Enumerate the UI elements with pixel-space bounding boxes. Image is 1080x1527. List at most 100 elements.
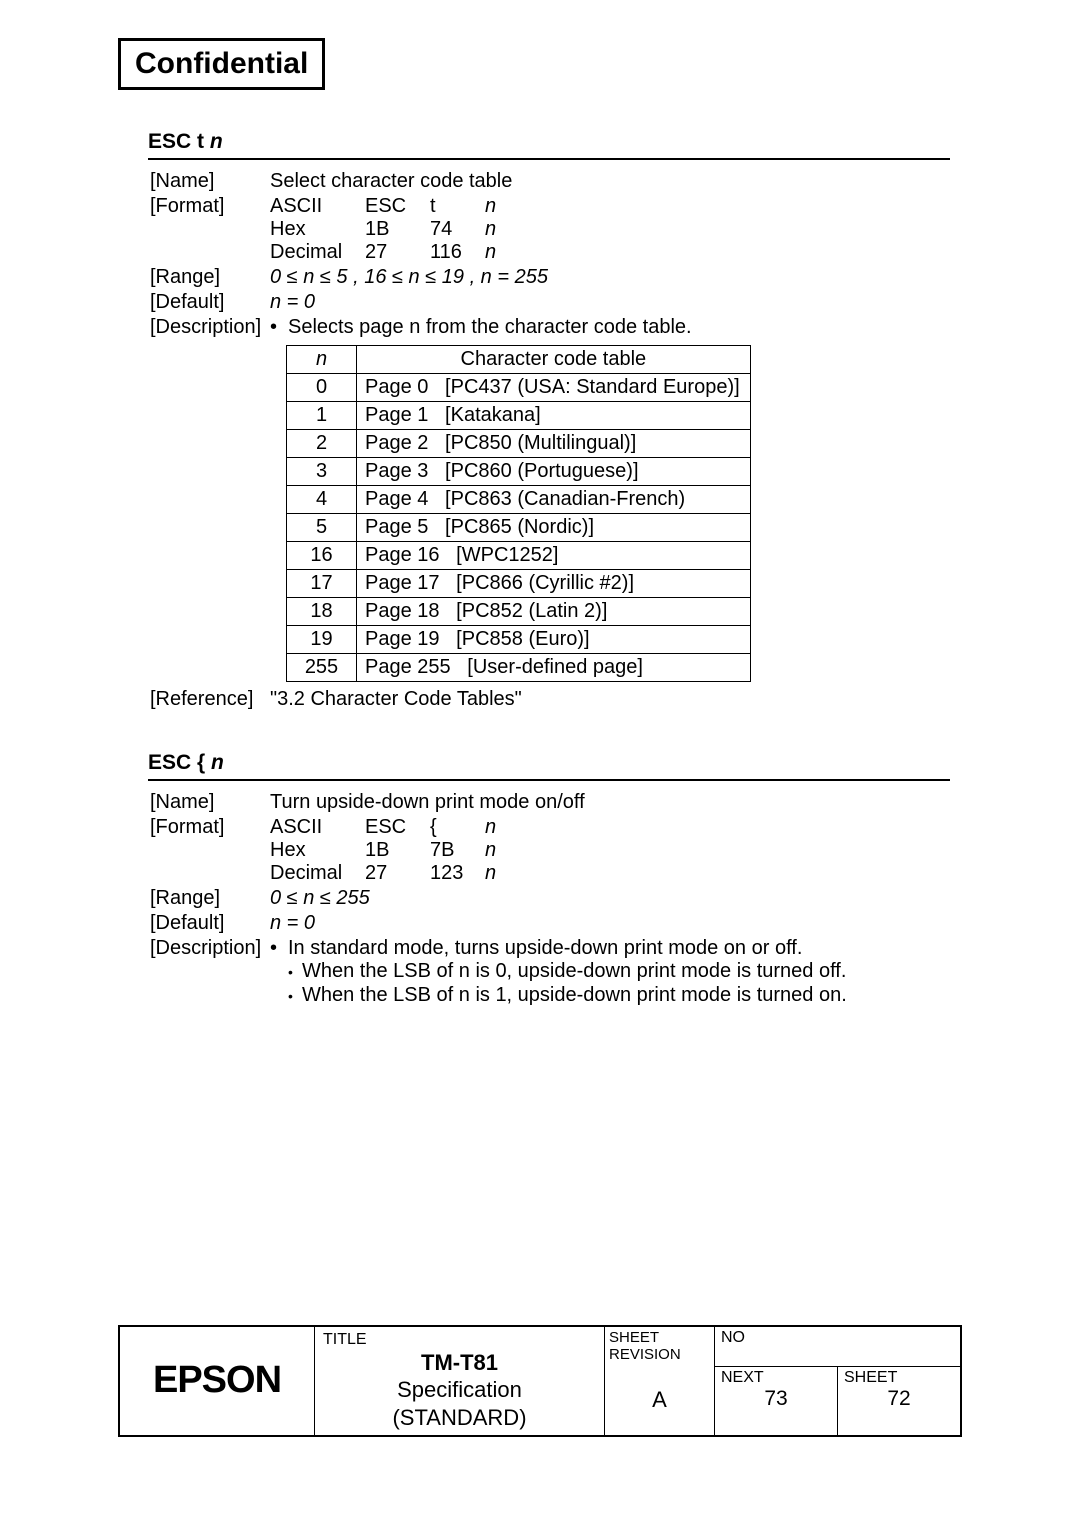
format-c3: n bbox=[485, 839, 540, 862]
table-cell-ct: Page 5 [PC865 (Nordic)] bbox=[357, 514, 751, 542]
character-code-table: nCharacter code table0Page 0 [PC437 (USA… bbox=[286, 345, 751, 682]
format-encoding: Decimal bbox=[270, 241, 365, 264]
range-value: 0 ≤ n ≤ 255 bbox=[270, 887, 950, 910]
reference-value: "3.2 Character Code Tables" bbox=[270, 688, 950, 711]
title-line1: TM-T81 bbox=[323, 1349, 596, 1377]
default-label: [Default] bbox=[150, 291, 270, 314]
table-cell-n: 255 bbox=[287, 654, 357, 682]
next-label: NEXT bbox=[721, 1369, 831, 1387]
table-row: 2Page 2 [PC850 (Multilingual)] bbox=[287, 430, 751, 458]
section2-title: ESC { n bbox=[148, 751, 950, 781]
table-header-n: n bbox=[287, 346, 357, 374]
format-c3: n bbox=[485, 241, 540, 264]
table-row: 4Page 4 [PC863 (Canadian-French) bbox=[287, 486, 751, 514]
format-label: [Format] bbox=[150, 816, 270, 885]
format-encoding: ASCII bbox=[270, 195, 365, 218]
table-cell-n: 0 bbox=[287, 374, 357, 402]
section2-title-prefix: ESC { bbox=[148, 751, 211, 774]
table-cell-n: 3 bbox=[287, 458, 357, 486]
format-encoding: Decimal bbox=[270, 862, 365, 885]
description-text: Selects page n from the character code t… bbox=[288, 316, 692, 339]
table-cell-ct: Page 16 [WPC1252] bbox=[357, 542, 751, 570]
confidential-stamp: Confidential bbox=[118, 38, 325, 90]
table-cell-ct: Page 0 [PC437 (USA: Standard Europe)] bbox=[357, 374, 751, 402]
table-cell-ct: Page 17 [PC866 (Cyrillic #2)] bbox=[357, 570, 751, 598]
table-row: 3Page 3 [PC860 (Portuguese)] bbox=[287, 458, 751, 486]
format-c2: 123 bbox=[430, 862, 485, 885]
table-cell-ct: Page 4 [PC863 (Canadian-French) bbox=[357, 486, 751, 514]
range-label: [Range] bbox=[150, 266, 270, 289]
default-value: n = 0 bbox=[270, 291, 950, 314]
section1-title-var: n bbox=[210, 130, 223, 153]
format-c1: 27 bbox=[365, 241, 430, 264]
bullet-icon: • bbox=[270, 316, 288, 339]
format-c2: { bbox=[430, 816, 485, 839]
format-c2: t bbox=[430, 195, 485, 218]
table-row: 16Page 16 [WPC1252] bbox=[287, 542, 751, 570]
reference-label: [Reference] bbox=[150, 688, 270, 711]
section1-title-prefix: ESC t bbox=[148, 130, 210, 153]
page-footer: EPSON TITLE TM-T81 Specification (STANDA… bbox=[118, 1325, 962, 1438]
name-value: Select character code table bbox=[270, 170, 950, 193]
table-header-ct: Character code table bbox=[357, 346, 751, 374]
sheet-value: 72 bbox=[844, 1387, 954, 1411]
footer-revision-block: SHEET REVISION A bbox=[605, 1327, 715, 1436]
format-encoding: Hex bbox=[270, 218, 365, 241]
title-line2: Specification bbox=[323, 1376, 596, 1404]
description-text: In standard mode, turns upside-down prin… bbox=[288, 937, 802, 960]
table-row: 17Page 17 [PC866 (Cyrillic #2)] bbox=[287, 570, 751, 598]
format-block: ASCIIESCtnHex1B74nDecimal27116n bbox=[270, 195, 950, 264]
range-value: 0 ≤ n ≤ 5 , 16 ≤ n ≤ 19 , n = 255 bbox=[270, 266, 950, 289]
table-cell-ct: Page 255 [User-defined page] bbox=[357, 654, 751, 682]
format-c1: 27 bbox=[365, 862, 430, 885]
name-label: [Name] bbox=[150, 170, 270, 193]
format-encoding: Hex bbox=[270, 839, 365, 862]
name-label: [Name] bbox=[150, 791, 270, 814]
description-label: [Description] bbox=[150, 316, 270, 682]
description-value: • In standard mode, turns upside-down pr… bbox=[270, 937, 950, 1008]
bullet-icon: • bbox=[270, 937, 288, 960]
bullet-icon: • bbox=[288, 960, 302, 984]
sub-bullet-text: When the LSB of n is 1, upside-down prin… bbox=[302, 984, 847, 1008]
title-label: TITLE bbox=[323, 1331, 596, 1349]
table-row: 1Page 1 [Katakana] bbox=[287, 402, 751, 430]
default-label: [Default] bbox=[150, 912, 270, 935]
table-cell-n: 18 bbox=[287, 598, 357, 626]
section1-title: ESC t n bbox=[148, 130, 950, 160]
next-value: 73 bbox=[721, 1387, 831, 1411]
format-label: [Format] bbox=[150, 195, 270, 264]
table-row: 255Page 255 [User-defined page] bbox=[287, 654, 751, 682]
table-cell-ct: Page 18 [PC852 (Latin 2)] bbox=[357, 598, 751, 626]
footer-title-block: TITLE TM-T81 Specification (STANDARD) bbox=[315, 1327, 605, 1436]
footer-right-block: NO NEXT 73 SHEET 72 bbox=[715, 1327, 960, 1436]
format-block: ASCIIESC{nHex1B7BnDecimal27123n bbox=[270, 816, 950, 885]
bullet-icon: • bbox=[288, 984, 302, 1008]
description-value: • Selects page n from the character code… bbox=[270, 316, 950, 682]
table-cell-ct: Page 19 [PC858 (Euro)] bbox=[357, 626, 751, 654]
table-row: 19Page 19 [PC858 (Euro)] bbox=[287, 626, 751, 654]
format-encoding: ASCII bbox=[270, 816, 365, 839]
format-c3: n bbox=[485, 816, 540, 839]
page-content: ESC t n [Name] Select character code tab… bbox=[150, 130, 950, 1010]
format-c3: n bbox=[485, 218, 540, 241]
format-c1: ESC bbox=[365, 816, 430, 839]
section2-title-var: n bbox=[211, 751, 224, 774]
name-value: Turn upside-down print mode on/off bbox=[270, 791, 950, 814]
table-cell-n: 2 bbox=[287, 430, 357, 458]
sheet-label: SHEET bbox=[609, 1329, 710, 1346]
default-value: n = 0 bbox=[270, 912, 950, 935]
sub-bullet-text: When the LSB of n is 0, upside-down prin… bbox=[302, 960, 846, 984]
format-c1: 1B bbox=[365, 218, 430, 241]
sheet-label: SHEET bbox=[844, 1369, 954, 1387]
no-label: NO bbox=[715, 1327, 960, 1367]
range-label: [Range] bbox=[150, 887, 270, 910]
format-c3: n bbox=[485, 862, 540, 885]
table-row: 0Page 0 [PC437 (USA: Standard Europe)] bbox=[287, 374, 751, 402]
table-cell-ct: Page 3 [PC860 (Portuguese)] bbox=[357, 458, 751, 486]
table-cell-n: 16 bbox=[287, 542, 357, 570]
format-c1: 1B bbox=[365, 839, 430, 862]
format-c3: n bbox=[485, 195, 540, 218]
table-cell-ct: Page 1 [Katakana] bbox=[357, 402, 751, 430]
table-cell-n: 19 bbox=[287, 626, 357, 654]
table-row: 5Page 5 [PC865 (Nordic)] bbox=[287, 514, 751, 542]
